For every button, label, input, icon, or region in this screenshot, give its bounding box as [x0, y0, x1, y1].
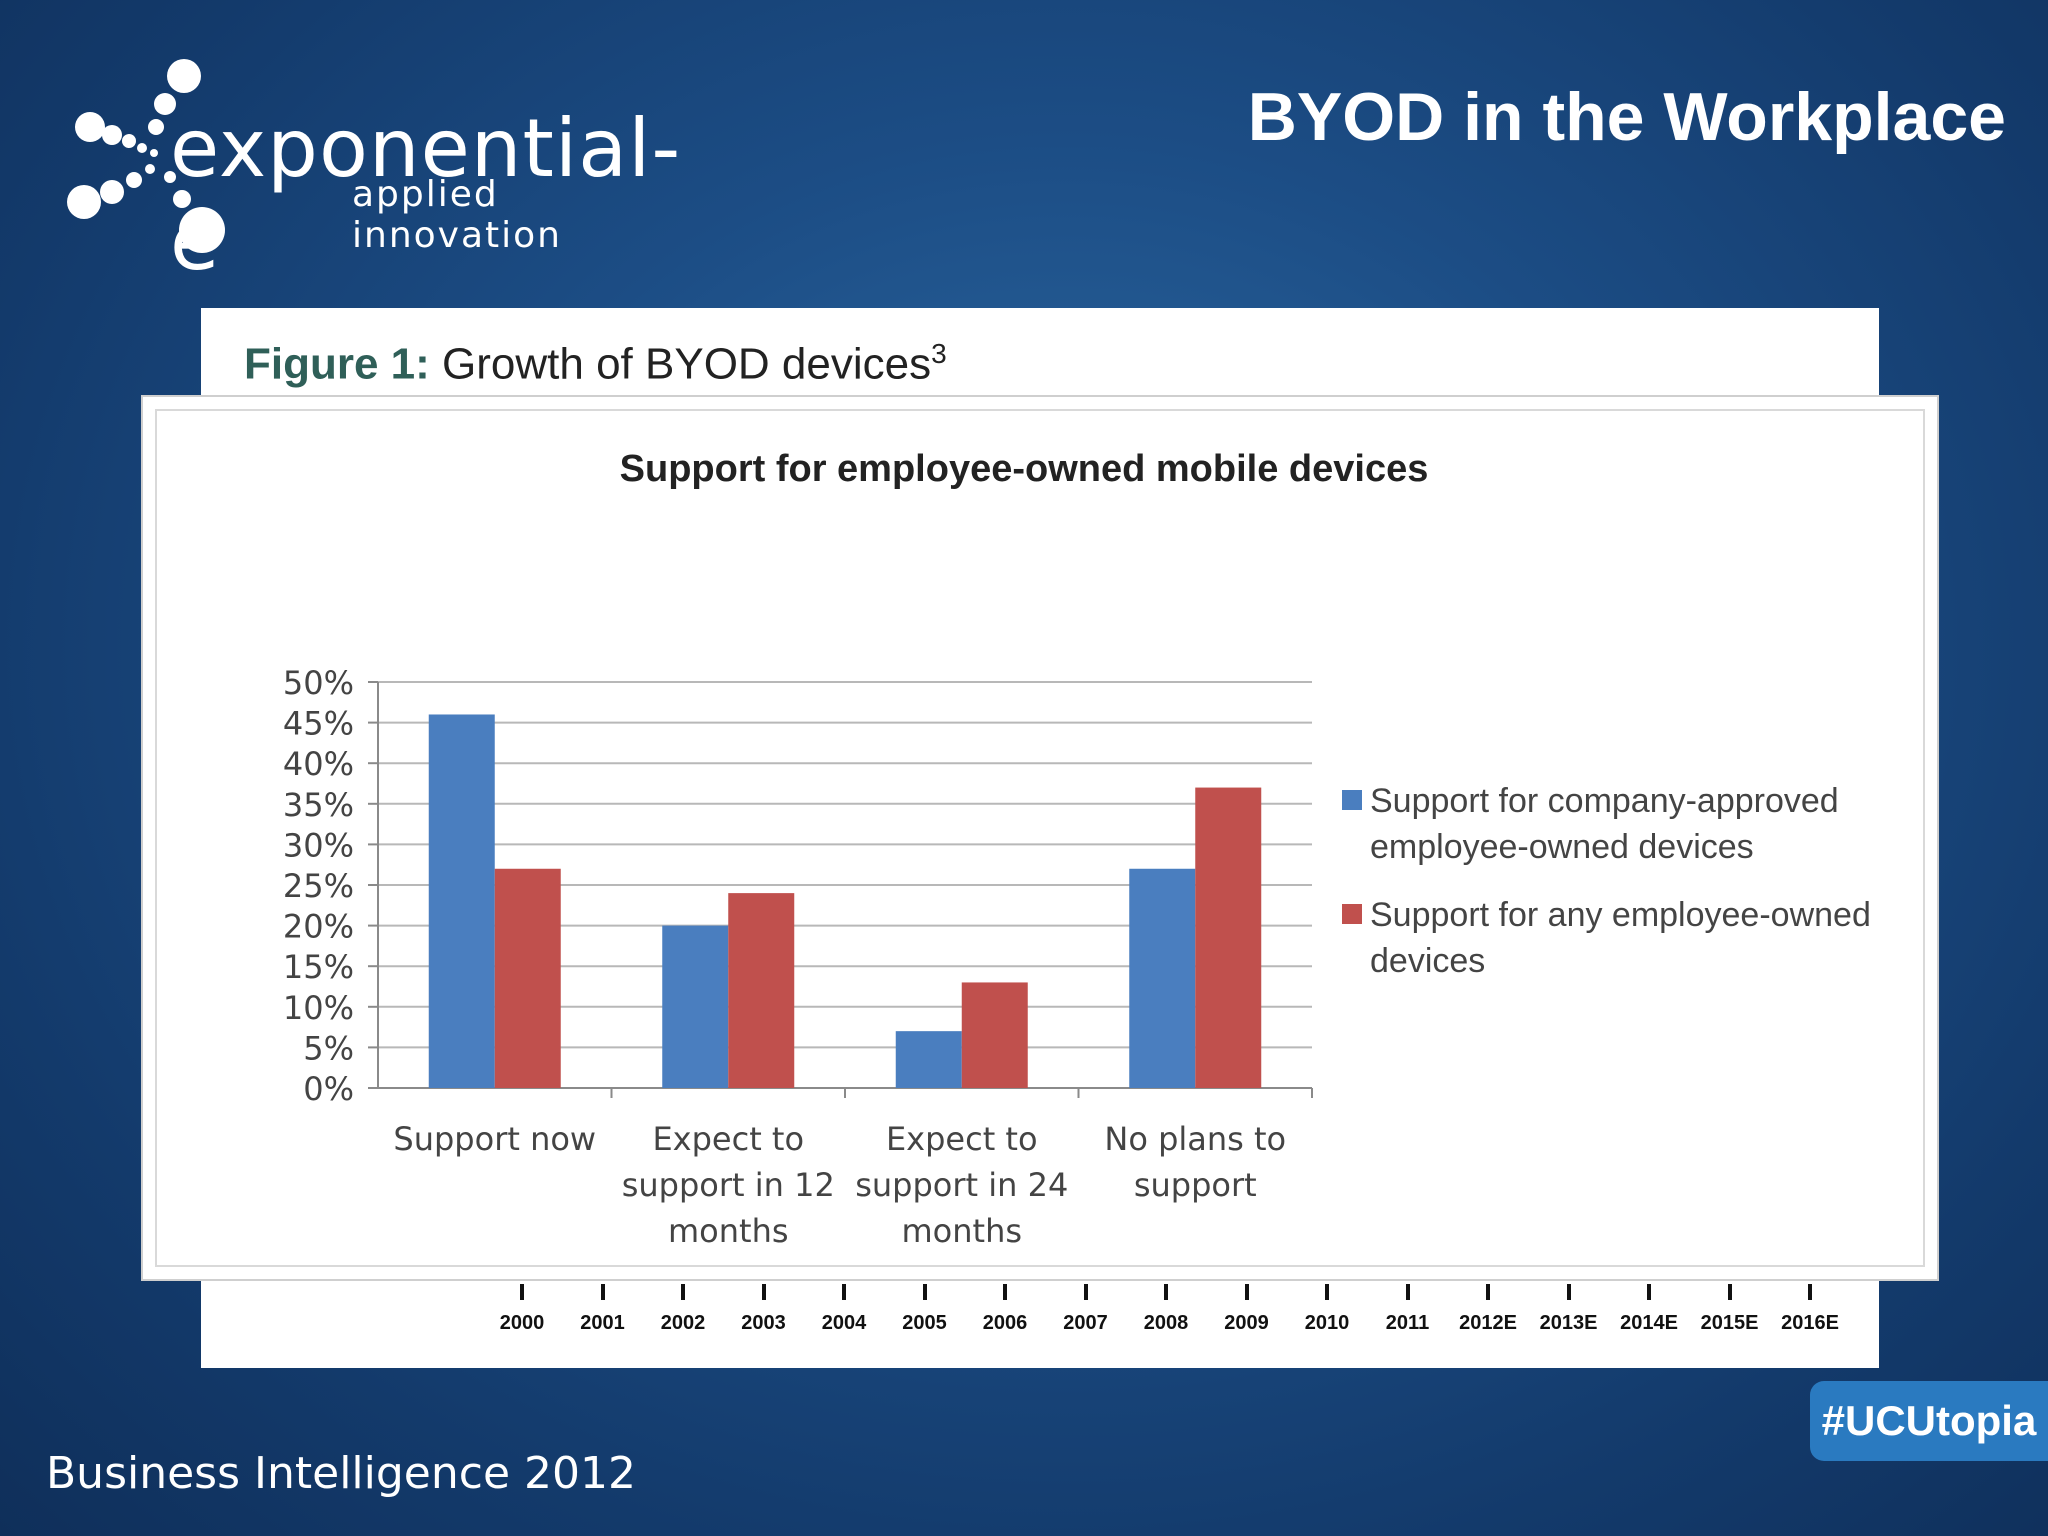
year-tick-mark [1727, 1284, 1732, 1300]
legend-item-series-1: Support for company-approved employee-ow… [1340, 778, 1930, 870]
legend-item-series-2: Support for any employee-owned devices [1340, 892, 1930, 984]
chart-panel-border [155, 409, 1925, 1267]
hashtag-badge: #UCUtopia [1810, 1381, 2048, 1461]
x-category-label: support in 12 [622, 1166, 835, 1204]
chart-legend: Support for company-approved employee-ow… [1340, 778, 1930, 1006]
year-label: 2005 [902, 1312, 947, 1334]
x-category-label: Support now [393, 1120, 596, 1158]
bar-series-1-cat-1 [428, 714, 495, 1088]
y-tick-label: 15% [283, 948, 354, 986]
year-tick-mark [520, 1284, 524, 1300]
year-tick-mark [761, 1284, 766, 1300]
bar-series-1-cat-2 [662, 925, 729, 1088]
bar-series-2-cat-4 [1195, 787, 1262, 1088]
figure-footnote: 3 [931, 338, 947, 369]
bar-series-1-cat-3 [895, 1031, 962, 1088]
year-tick-mark [1164, 1284, 1168, 1300]
year-tick-mark [1486, 1284, 1490, 1300]
y-tick-label: 10% [283, 989, 354, 1027]
year-label: 2015E [1700, 1312, 1759, 1334]
year-label: 2013E [1539, 1312, 1598, 1334]
x-category-label: months [668, 1212, 789, 1250]
year-label: 2016E [1781, 1312, 1839, 1334]
year-tick-mark [1405, 1284, 1410, 1300]
logo-wordmark: exponential-e [170, 102, 682, 288]
x-category-label: No plans to [1104, 1120, 1286, 1158]
year-label: 2001 [580, 1312, 625, 1334]
y-tick-label: 25% [283, 867, 354, 905]
year-tick-mark [1244, 1284, 1249, 1300]
year-label: 2007 [1063, 1312, 1108, 1334]
figure-number: Figure 1: [244, 339, 430, 389]
x-category-label: Expect to [886, 1120, 1038, 1158]
year-axis: 2000 2001 2002 2003 2004 2005 2006 2007 2008 2009… [470, 1280, 1870, 1350]
y-tick-label: 40% [283, 745, 354, 783]
year-label: 2012E [1459, 1312, 1517, 1334]
legend-label-series-2-line-1: Support for any employee-owned [1370, 896, 1871, 934]
year-label: 2003 [741, 1312, 786, 1334]
year-label: 2006 [982, 1312, 1028, 1334]
year-label: 2002 [660, 1312, 706, 1334]
legend-swatch-series-2 [1342, 904, 1362, 924]
year-tick-mark [842, 1284, 846, 1300]
year-label: 2008 [1143, 1312, 1189, 1334]
year-label: 2011 [1385, 1312, 1430, 1334]
year-tick-mark [922, 1284, 927, 1300]
figure-caption: Figure 1: Growth of BYOD devices3 [244, 338, 947, 390]
x-category-label: Expect to [652, 1120, 804, 1158]
slide-title: BYOD in the Workplace [1247, 79, 2006, 155]
year-tick-mark [1566, 1284, 1571, 1300]
year-tick-mark [1003, 1284, 1007, 1300]
bar-series-2-cat-3 [961, 982, 1028, 1088]
year-tick-mark [1325, 1284, 1329, 1300]
y-tick-label: 35% [283, 786, 354, 824]
logo-dots-icon [67, 59, 225, 253]
bar-series-2-cat-2 [728, 893, 795, 1088]
legend-label-series-1-line-1: Support for company-approved [1370, 782, 1839, 820]
year-label: 2000 [499, 1312, 545, 1334]
year-label: 2004 [821, 1312, 867, 1334]
year-label: 2014E [1620, 1312, 1678, 1334]
legend-label-series-2-line-2: devices [1370, 942, 1486, 980]
bar-series-1-cat-4 [1129, 868, 1196, 1088]
year-label: 2009 [1224, 1312, 1269, 1334]
y-tick-label: 5% [303, 1029, 354, 1067]
y-tick-label: 0% [303, 1070, 354, 1108]
year-tick-mark [1808, 1284, 1812, 1300]
company-logo: exponential-e applied innovation [60, 52, 680, 288]
y-tick-label: 45% [283, 705, 354, 743]
bar-series-2-cat-1 [494, 868, 561, 1088]
year-tick-mark [681, 1284, 685, 1300]
year-tick-mark [1647, 1284, 1651, 1300]
x-category-label: support in 24 [855, 1166, 1068, 1204]
logo-tagline: applied innovation [352, 174, 562, 256]
year-label: 2010 [1304, 1312, 1350, 1334]
year-tick-mark [600, 1284, 605, 1300]
legend-label-series-1-line-2: employee-owned devices [1370, 828, 1754, 866]
legend-swatch-series-1 [1342, 790, 1362, 810]
y-tick-label: 50% [283, 664, 354, 702]
year-tick-mark [1083, 1284, 1088, 1300]
x-category-label: months [901, 1212, 1022, 1250]
figure-caption-text: Growth of BYOD devices [442, 339, 932, 389]
x-category-label: support [1134, 1166, 1257, 1204]
footer-text: Business Intelligence 2012 [46, 1448, 636, 1499]
y-tick-label: 30% [283, 826, 354, 864]
chart-title: Support for employee-owned mobile device… [619, 448, 1429, 490]
y-tick-label: 20% [283, 908, 354, 946]
